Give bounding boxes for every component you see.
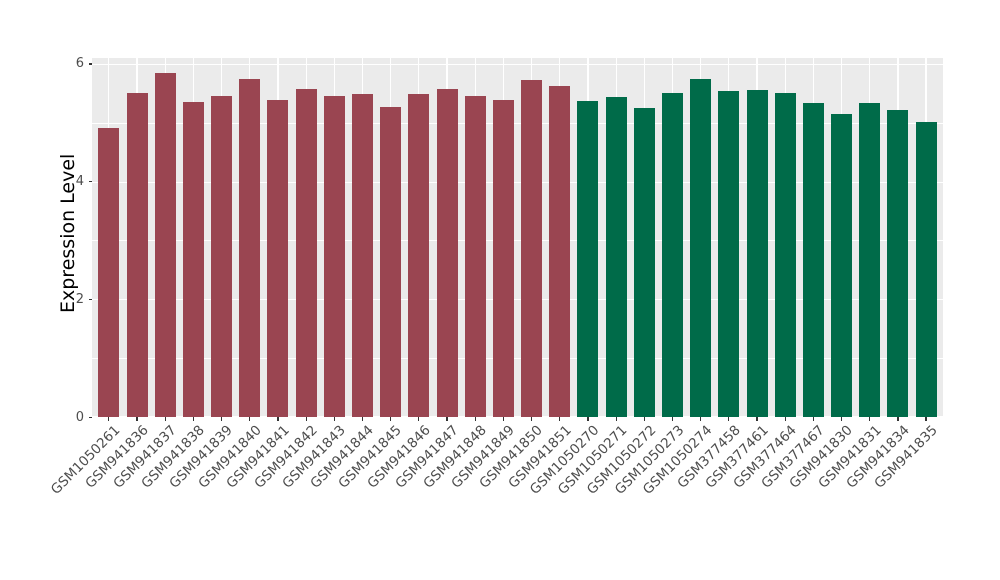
minor-gridline — [92, 358, 943, 359]
bar — [746, 89, 768, 417]
bar — [295, 88, 317, 417]
bar — [436, 88, 458, 417]
x-tick-mark — [728, 417, 730, 421]
bar — [352, 93, 374, 417]
y-tick-mark — [88, 298, 92, 300]
bar — [464, 96, 486, 417]
bar — [915, 122, 937, 417]
bar — [380, 106, 402, 417]
x-tick-mark — [333, 417, 335, 421]
bar — [408, 94, 430, 417]
bar — [605, 96, 627, 417]
x-tick-mark — [305, 417, 307, 421]
bar — [774, 92, 796, 417]
x-tick-mark — [390, 417, 392, 421]
x-tick-mark — [784, 417, 786, 421]
bar — [661, 92, 683, 417]
x-tick-mark — [869, 417, 871, 421]
bar — [802, 102, 824, 417]
x-tick-mark — [559, 417, 561, 421]
x-tick-mark — [643, 417, 645, 421]
bar — [211, 95, 233, 417]
x-tick-mark — [530, 417, 533, 421]
x-tick-mark — [756, 417, 758, 421]
x-tick-mark — [164, 417, 166, 421]
plot-panel — [92, 58, 943, 418]
major-gridline — [92, 63, 943, 66]
x-tick-mark — [897, 417, 899, 421]
x-tick-mark — [925, 417, 927, 421]
bar — [633, 108, 655, 417]
x-tick-mark — [192, 417, 195, 421]
x-tick-mark — [812, 417, 814, 421]
bar — [690, 79, 712, 417]
bar — [154, 73, 176, 417]
major-gridline — [92, 181, 943, 183]
y-tick-label: 4 — [75, 174, 84, 190]
x-tick-mark — [277, 417, 279, 421]
x-tick-mark — [587, 417, 589, 421]
major-gridline — [92, 299, 943, 301]
x-tick-mark — [136, 417, 138, 421]
bar — [182, 101, 204, 417]
x-tick-mark — [249, 417, 251, 421]
x-tick-mark — [446, 417, 448, 421]
minor-gridline — [92, 122, 943, 124]
bar — [239, 78, 261, 417]
x-tick-mark — [700, 417, 702, 421]
y-tick-label: 6 — [75, 56, 84, 72]
bar — [887, 109, 909, 417]
x-tick-mark — [474, 417, 476, 421]
bar — [126, 92, 148, 417]
y-tick-mark — [88, 63, 92, 65]
x-tick-mark — [108, 417, 110, 421]
y-tick-mark — [88, 416, 92, 418]
bar — [549, 85, 571, 417]
bar — [859, 102, 881, 417]
y-tick-label: 0 — [75, 409, 84, 425]
y-tick-mark — [88, 181, 92, 183]
y-tick-label: 2 — [75, 291, 84, 307]
bar — [521, 79, 543, 417]
minor-gridline — [92, 240, 943, 242]
x-tick-mark — [840, 417, 843, 421]
x-tick-mark — [221, 417, 223, 421]
bar — [577, 100, 599, 417]
x-tick-mark — [418, 417, 420, 421]
bar — [98, 128, 120, 417]
bar — [492, 100, 514, 417]
bar — [831, 114, 853, 417]
major-gridline — [92, 416, 943, 418]
x-tick-mark — [502, 417, 504, 421]
x-tick-mark — [361, 417, 364, 421]
x-tick-mark — [615, 417, 617, 421]
bar — [267, 99, 289, 417]
bar — [718, 90, 740, 417]
x-tick-mark — [671, 417, 674, 421]
bar — [323, 95, 345, 417]
